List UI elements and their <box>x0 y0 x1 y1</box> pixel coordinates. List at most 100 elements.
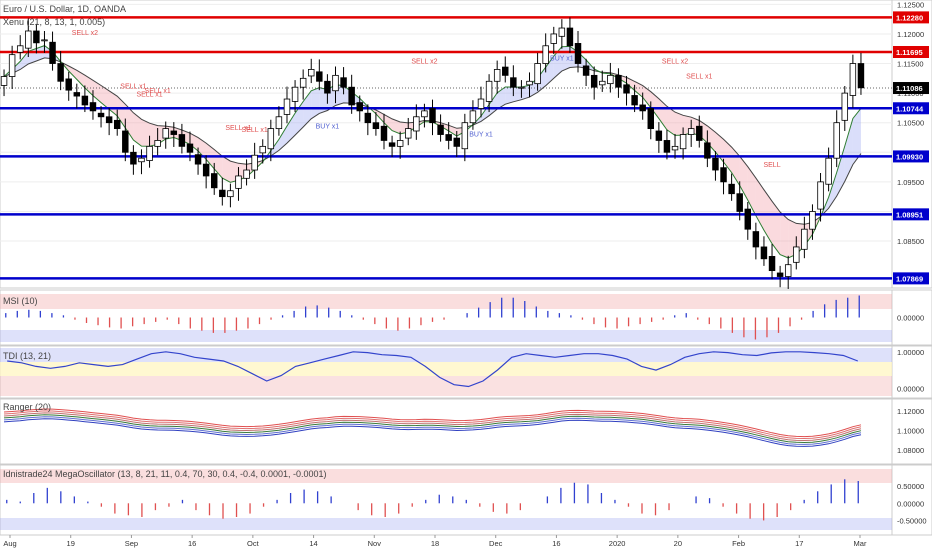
price-tag-box <box>893 45 929 58</box>
ma-cloud-segment <box>383 114 393 131</box>
price-tag-label: 1.09930 <box>896 152 923 161</box>
ma-cloud-segment <box>780 211 789 258</box>
candle-body <box>299 77 307 88</box>
x-tick-label: Dec <box>489 539 503 548</box>
price-tag-box <box>893 82 929 95</box>
candle-body <box>817 181 824 210</box>
candle-body <box>396 140 404 147</box>
ma-cloud-segment <box>84 75 93 96</box>
candle-body <box>154 140 161 147</box>
price-tag-box <box>893 11 929 24</box>
candle-body <box>445 134 452 141</box>
candle-body <box>65 78 72 91</box>
ma-cloud-segment <box>852 108 861 165</box>
candle-body <box>421 110 428 118</box>
price-tag-label: 1.12280 <box>896 13 923 22</box>
candle-body <box>316 71 323 82</box>
sell-signal-label: SELL x1 <box>242 127 268 134</box>
candle-body <box>477 98 485 109</box>
ma-cloud-segment <box>650 91 659 119</box>
sell-signal-label: SELL x1 <box>225 125 251 132</box>
y-tick-label: 1.08500 <box>897 237 924 246</box>
candle-body <box>372 122 380 130</box>
candle-body <box>25 30 32 49</box>
candle-body <box>461 122 469 150</box>
candle-body <box>122 130 129 153</box>
price-tag-label: 1.10744 <box>896 104 924 113</box>
candle-body <box>687 128 695 135</box>
msi-upper-band <box>0 294 892 309</box>
price-tag-box <box>893 102 929 115</box>
candle-body <box>33 30 40 44</box>
ma-cloud-segment <box>295 101 304 136</box>
candle-body <box>380 125 388 141</box>
mega-tick-label: 0.50000 <box>897 482 924 491</box>
tdi-tick-label: 0.00000 <box>897 384 924 393</box>
candle-body <box>243 169 250 179</box>
candle-body <box>388 142 396 147</box>
candle-body <box>776 272 784 277</box>
price-tag-label: 1.11086 <box>896 84 923 93</box>
ma-cloud-segment <box>117 96 126 128</box>
candle-body <box>356 102 363 112</box>
candle-body <box>429 108 436 124</box>
candle-body <box>89 102 97 112</box>
candle-body <box>663 140 671 153</box>
ranger-band-line <box>3 408 862 438</box>
candle-body <box>41 39 48 42</box>
sell-signal-label: SELL x1 <box>136 92 162 99</box>
candle-body <box>542 45 549 64</box>
candle-body <box>259 145 266 154</box>
ma-cloud-segment <box>133 112 142 147</box>
sell-signal-label: SELL x2 <box>72 30 98 37</box>
candle-body <box>413 116 420 132</box>
candle-body <box>518 86 525 89</box>
ma-cloud-segment <box>125 104 134 140</box>
ma-cloud-segment <box>715 132 724 162</box>
buy-signal-label: BUY x1 <box>469 131 493 138</box>
x-tick-label: Oct <box>247 539 260 548</box>
ma-cloud-segment <box>222 156 231 183</box>
price-tag-label: 1.07869 <box>896 274 923 283</box>
ma-cloud-segment <box>707 125 716 153</box>
candle-body <box>615 74 622 88</box>
x-tick-label: 16 <box>552 539 560 548</box>
candle-body <box>81 95 89 106</box>
candle-body <box>194 154 202 165</box>
candle-body <box>8 54 16 77</box>
tdi-pane-label: TDI (13, 21) <box>3 351 52 361</box>
candle-body <box>590 74 598 88</box>
candle-body <box>16 45 24 53</box>
ma-cloud-segment <box>189 133 199 151</box>
candle-body <box>712 157 719 171</box>
sell-signal-label: SELL x2 <box>411 59 437 66</box>
candle-body <box>768 256 776 272</box>
candle-body <box>704 142 711 159</box>
ma-cloud-segment <box>658 98 667 130</box>
ranger-band-line <box>3 412 862 442</box>
candle-body <box>728 183 735 195</box>
buy-signal-label: BUY x1 <box>316 124 340 131</box>
ma-cloud-segment <box>513 87 522 102</box>
ma-cloud-segment <box>141 119 150 147</box>
x-tick-label: 18 <box>431 539 439 548</box>
sell-signal-label: SELL x1 <box>120 83 146 90</box>
tdi-upper-band <box>0 348 892 362</box>
candle-body <box>857 63 865 89</box>
candle-body <box>849 63 857 96</box>
ma-cloud-segment <box>311 87 320 119</box>
ma-cloud-segment <box>109 90 118 116</box>
candle-body <box>671 145 679 151</box>
candle-body <box>784 264 792 277</box>
tdi-tick-label: 1.00000 <box>897 348 924 357</box>
candle-body <box>178 134 186 147</box>
candle-body <box>639 104 646 112</box>
candle-body <box>73 92 81 97</box>
candle-body <box>437 124 444 135</box>
candle-body <box>219 189 226 198</box>
candle-body <box>453 137 460 147</box>
price-tag-label: 1.11695 <box>896 48 923 57</box>
ma-cloud-segment <box>537 67 546 93</box>
ma-cloud-segment <box>392 118 401 134</box>
